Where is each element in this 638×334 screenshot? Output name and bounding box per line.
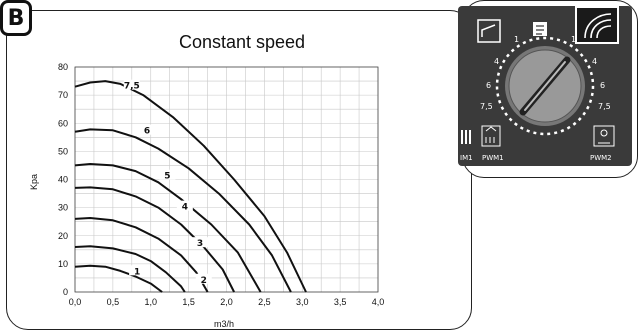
x-tick-label: 1,0 <box>144 297 157 307</box>
constant-speed-icon <box>584 13 612 39</box>
curve-label-bg <box>129 265 146 276</box>
y-tick-label: 40 <box>58 175 68 185</box>
x-tick-label: 1,5 <box>182 297 195 307</box>
y-axis-label: Kpa <box>29 174 39 190</box>
x-tick-label: 0,0 <box>69 297 82 307</box>
speed-dial-knob[interactable] <box>505 46 585 126</box>
chart-series <box>74 80 307 293</box>
x-axis-label: m3/h <box>214 319 234 329</box>
im1-icon[interactable] <box>461 130 471 144</box>
y-tick-label: 10 <box>58 259 68 269</box>
chart-curve-labels: 7,5 6 5 4 3 2 1 <box>123 79 212 286</box>
curve-7-5 <box>74 80 307 293</box>
chart-panel-frame <box>6 10 472 330</box>
chart-title: Constant speed <box>178 32 306 52</box>
y-tick-label: 30 <box>58 203 68 213</box>
controller-face: 1 4 6 7,5 1 4 6 7,5 IM1 PWM1 PWM2 <box>460 19 615 162</box>
chart-axes: 0,0 0,5 1,0 1,5 2,0 2,5 3,0 3,5 4,0 0 10 20 30 40 50 60… <box>58 62 384 307</box>
curve-3 <box>74 217 209 293</box>
curve-label-bg <box>123 79 140 90</box>
dial-right-1: 1 <box>571 35 576 44</box>
curve-label: 5 <box>164 172 170 182</box>
plot-border <box>74 66 379 293</box>
dial-right-6: 6 <box>600 81 605 90</box>
curve-1 <box>74 264 163 293</box>
curve-5 <box>74 163 262 293</box>
y-tick-label: 20 <box>58 231 68 241</box>
dial-left-1: 1 <box>514 35 519 44</box>
dial-scale <box>495 36 595 136</box>
curve-label: 3 <box>197 239 203 249</box>
curve-6 <box>74 128 292 293</box>
curve-label-bg <box>195 273 212 284</box>
curve-label-bg <box>138 124 155 135</box>
pwm1-label: PWM1 <box>482 154 504 162</box>
x-tick-label: 3,5 <box>334 297 347 307</box>
dial-left-6: 6 <box>486 81 491 90</box>
curve-label-bg <box>176 200 193 211</box>
dial-right-4: 4 <box>592 57 597 66</box>
curve-label-bg <box>159 169 176 180</box>
curve-2 <box>74 245 186 293</box>
pump-curve-chart: 0,0 0,5 1,0 1,5 2,0 2,5 3,0 3,5 4,0 0 10 20 30 40 50 60… <box>29 62 384 329</box>
im1-label: IM1 <box>460 154 473 162</box>
panel-badge: B <box>0 0 32 36</box>
pump-controller: 1 4 6 7,5 1 4 6 7,5 IM1 PWM1 PWM2 <box>458 6 632 166</box>
y-tick-label: 50 <box>58 146 68 156</box>
x-tick-label: 0,5 <box>107 297 120 307</box>
x-tick-label: 4,0 <box>372 297 385 307</box>
y-tick-label: 60 <box>58 118 68 128</box>
pwm2-solar-icon[interactable] <box>593 125 615 147</box>
x-tick-label: 2,5 <box>258 297 271 307</box>
curve-label-bg <box>191 237 208 248</box>
x-tick-label: 3,0 <box>296 297 309 307</box>
x-tick-label: 2,0 <box>220 297 233 307</box>
chart-grid <box>74 66 379 293</box>
pwm2-label: PWM2 <box>590 154 612 162</box>
curve-label: 1 <box>134 267 140 277</box>
y-tick-label: 70 <box>58 90 68 100</box>
auto-mode-icon[interactable] <box>533 22 547 36</box>
curve-label: 7,5 <box>124 82 140 92</box>
dial-left-4: 4 <box>494 57 499 66</box>
pwm1-heating-icon[interactable] <box>481 125 501 147</box>
constant-speed-mode-button[interactable] <box>575 6 619 44</box>
curve-label: 4 <box>182 203 188 213</box>
y-tick-label: 80 <box>58 62 68 72</box>
curve-4 <box>74 186 235 293</box>
y-tick-label: 0 <box>63 287 68 297</box>
constant-pressure-icon[interactable] <box>477 19 501 43</box>
dial-right-7-5: 7,5 <box>598 102 611 111</box>
curve-label: 2 <box>201 276 207 286</box>
dial-left-7-5: 7,5 <box>480 102 493 111</box>
curve-label: 6 <box>144 127 150 137</box>
